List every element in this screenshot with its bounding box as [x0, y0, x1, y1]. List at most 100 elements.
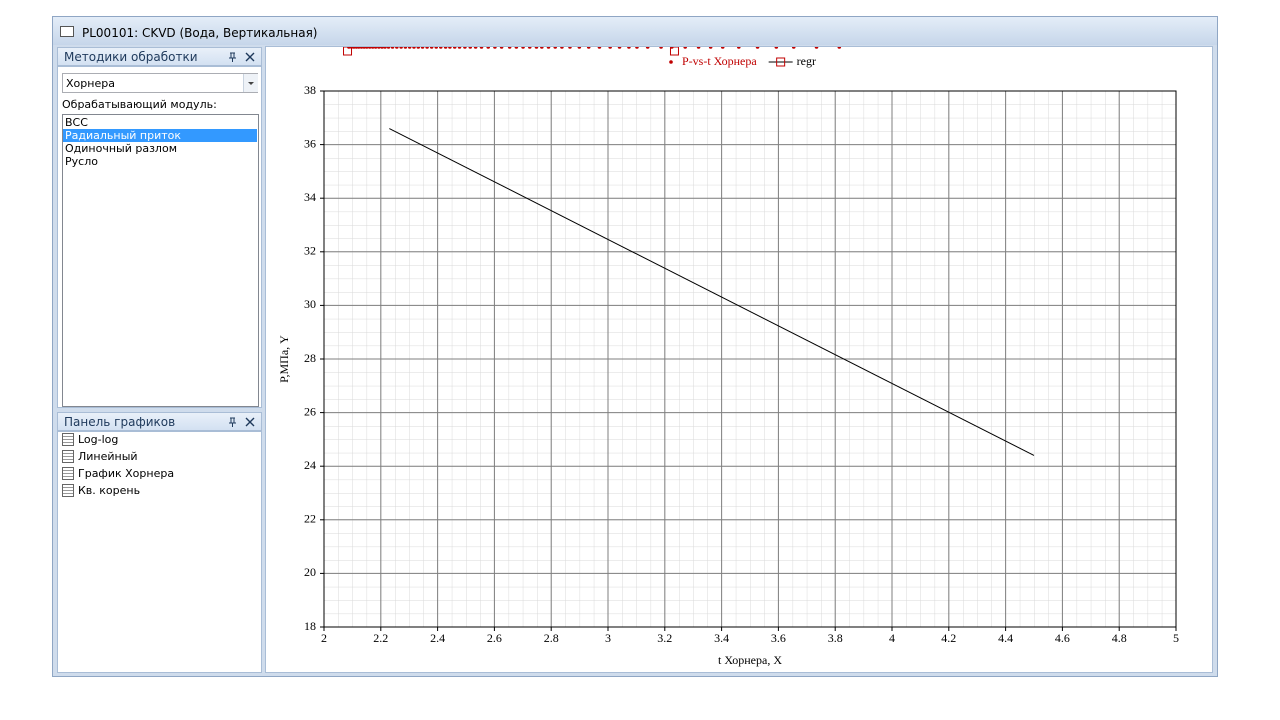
- module-item[interactable]: ВСС: [65, 116, 88, 129]
- chart-item[interactable]: График Хорнера: [78, 467, 175, 480]
- panel-header: Панель графиков: [57, 412, 262, 431]
- panel-title: Методики обработки: [64, 50, 198, 64]
- scatter-point: [486, 45, 491, 49]
- scatter-point: [534, 45, 539, 49]
- scatter-point: [521, 45, 525, 49]
- module-item[interactable]: Одиночный разлом: [65, 142, 177, 155]
- x-axis-title: t Хорнера, X: [718, 653, 782, 667]
- chart-item[interactable]: Кв. корень: [78, 484, 141, 497]
- chart-item[interactable]: Log-log: [78, 433, 119, 446]
- x-tick-label: 2.8: [544, 631, 559, 645]
- panel-buttons[interactable]: [228, 51, 258, 63]
- legend-marker: [669, 60, 673, 64]
- scatter-point: [362, 45, 366, 49]
- scatter-point: [696, 45, 701, 49]
- panel-header: Методики обработки: [57, 47, 262, 66]
- scatter-point: [373, 45, 378, 49]
- line-marker: [669, 46, 679, 56]
- charts-panel: [57, 431, 262, 673]
- window-title: PL00101: CKVD (Вода, Вертикальная): [82, 26, 318, 40]
- scatter-point: [755, 45, 760, 49]
- y-tick-label: 18: [304, 619, 316, 633]
- scatter-point: [814, 45, 819, 49]
- x-tick-label: 4.4: [998, 631, 1013, 645]
- scatter-point: [438, 45, 443, 49]
- combo-button[interactable]: [243, 74, 258, 92]
- scatter-point: [463, 45, 467, 49]
- scatter-point: [774, 45, 779, 49]
- scatter-point: [420, 45, 425, 49]
- method-combo[interactable]: Хорнера: [62, 73, 258, 93]
- x-tick-label: 4.6: [1055, 631, 1070, 645]
- x-tick-label: 2.6: [487, 631, 502, 645]
- x-tick-label: 3.6: [771, 631, 786, 645]
- title-bar: [53, 17, 1217, 45]
- scatter-point: [577, 45, 582, 49]
- series-line: [389, 128, 1035, 456]
- scatter-point: [507, 45, 512, 49]
- legend-label: regr: [797, 54, 816, 68]
- scatter-point: [468, 45, 473, 49]
- x-tick-label: 3: [605, 631, 611, 645]
- scatter-point: [377, 45, 381, 49]
- chart-icon: [62, 450, 74, 463]
- scatter-point: [434, 45, 439, 49]
- scatter-point: [608, 45, 612, 49]
- y-tick-label: 38: [304, 83, 316, 97]
- scatter-point: [407, 45, 412, 49]
- scatter-point: [737, 45, 741, 49]
- scatter-point: [837, 45, 842, 49]
- chart-item[interactable]: Линейный: [78, 450, 138, 463]
- scatter-point: [403, 45, 408, 49]
- x-tick-label: 2.2: [373, 631, 388, 645]
- scatter-point: [499, 45, 504, 49]
- y-tick-label: 28: [304, 351, 316, 365]
- scatter-point: [627, 45, 631, 49]
- scatter-point: [425, 45, 429, 49]
- chart-icon: [62, 433, 74, 446]
- scatter-point: [553, 45, 558, 49]
- scatter-point: [412, 45, 416, 49]
- scatter-point: [443, 45, 448, 49]
- scatter-point: [367, 45, 372, 49]
- y-tick-label: 36: [304, 136, 316, 150]
- scatter-point: [560, 45, 564, 49]
- legend-label: P-vs-t Хорнера: [682, 54, 757, 68]
- x-tick-label: 4.8: [1112, 631, 1127, 645]
- scatter-point: [720, 45, 725, 49]
- scatter-point: [597, 45, 602, 49]
- x-tick-label: 4.2: [941, 631, 956, 645]
- scatter-point: [399, 45, 403, 49]
- scatter-point: [457, 45, 462, 49]
- scatter-point: [659, 45, 663, 49]
- y-tick-label: 30: [304, 297, 316, 311]
- y-axis-title: P,МПа, Y: [277, 335, 291, 383]
- scatter-point: [683, 45, 687, 49]
- scatter-point: [645, 45, 650, 49]
- y-tick-label: 22: [304, 512, 316, 526]
- scatter-point: [429, 45, 434, 49]
- legend-marker: [776, 57, 786, 67]
- module-item[interactable]: Радиальный приток: [63, 129, 257, 142]
- y-tick-label: 26: [304, 404, 316, 418]
- y-tick-label: 24: [304, 458, 316, 472]
- panel-buttons[interactable]: [228, 416, 258, 428]
- module-item[interactable]: Русло: [65, 155, 98, 168]
- scatter-point: [586, 45, 591, 49]
- line-marker: [343, 46, 353, 56]
- x-tick-label: 2.4: [430, 631, 445, 645]
- scatter-point: [359, 45, 364, 49]
- chart: t Хорнера, X P,МПа, Y 2 2.2 2.4 2.6 2.8 3 3.2 3…: [277, 45, 1179, 667]
- scatter-point: [380, 45, 384, 49]
- scatter-point: [452, 45, 457, 49]
- scatter-point: [617, 45, 622, 49]
- chart-icon: [62, 467, 74, 480]
- chart-icon: [62, 484, 74, 497]
- x-tick-label: 3.8: [828, 631, 843, 645]
- module-list: [62, 114, 259, 407]
- x-tick-label: 2: [321, 631, 327, 645]
- x-tick-label: 3.2: [657, 631, 672, 645]
- scatter-point: [386, 45, 391, 49]
- scatter-point: [527, 45, 532, 49]
- app-icon: [60, 26, 74, 37]
